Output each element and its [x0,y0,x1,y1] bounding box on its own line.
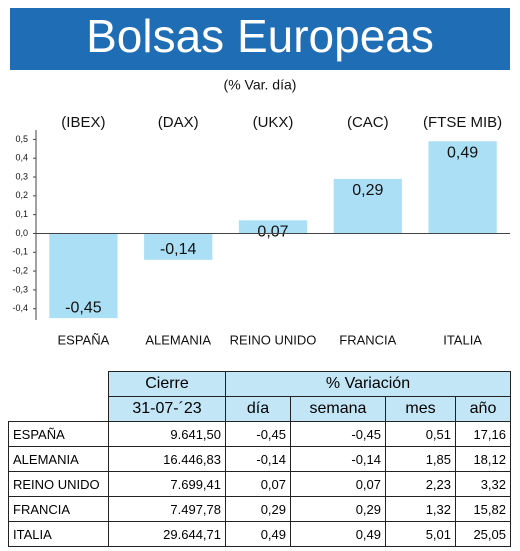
table-cell: mes [385,396,456,422]
bar [49,233,118,319]
table-cell [8,396,109,422]
table-row: 31-07-´23 día semana mes año [8,396,511,422]
y-tick-label: 0,5 [15,134,28,144]
bar [428,141,497,234]
value-label: 0,29 [352,182,383,199]
table-cell [8,371,109,397]
table-cell: 9.641,50 [108,421,226,447]
index-label: (DAX) [158,114,199,131]
table-row: REINO UNIDO 7.699,41 0,07 0,07 2,23 3,32 [8,471,511,497]
table-cell: % Variación [225,371,511,397]
x-tick-label: ITALIA [443,332,482,347]
table-cell: 0,07 [290,471,386,497]
table-cell: día [225,396,291,422]
value-label: 0,49 [447,145,478,162]
table-cell: ALEMANIA [8,446,109,472]
table-row: ALEMANIA 16.446,83 -0,14 -0,14 1,85 18,12 [8,446,511,472]
bar [333,178,402,234]
chart-title: Bolsas Europeas [86,10,434,62]
y-tick-label: 0,3 [15,171,28,181]
table-cell: -0,45 [225,421,291,447]
value-label: -0,14 [160,241,197,258]
x-tick-label: FRANCIA [339,332,396,347]
data-table: Cierre% Variación 31-07-´23 día semana mes añ… [8,371,511,547]
chart: Bolsas Europeas (% Var. día) -0,4 -0,3 -0,… [10,8,510,347]
table-cell: 29.644,71 [108,521,226,547]
index-label: (FTSE MIB) [423,114,502,131]
x-tick-label: REINO UNIDO [230,332,317,347]
index-label: (IBEX) [61,114,105,131]
table-row: ITALIA 29.644,71 0,49 0,49 5,01 25,05 [8,521,511,547]
table-cell: 1,32 [385,496,456,522]
table-cell: ITALIA [8,521,109,547]
y-tick-label: -0,2 [12,265,28,275]
table-cell: 0,49 [225,521,291,547]
table-cell: 3,32 [455,471,511,497]
table-cell: Cierre [108,371,226,397]
table-cell: 17,16 [455,421,511,447]
table-row: Cierre% Variación [8,371,511,397]
y-tick-label: -0,1 [12,247,28,257]
table-row: FRANCIA 7.497,78 0,29 0,29 1,32 15,82 [8,496,511,522]
table-cell: 7.497,78 [108,496,226,522]
table-cell: 1,85 [385,446,456,472]
y-tick-label: 0,1 [15,209,28,219]
table-cell: ESPAÑA [8,421,109,447]
table-cell: año [455,396,511,422]
table-cell: 5,01 [385,521,456,547]
bar [144,233,213,260]
table-cell: 15,82 [455,496,511,522]
y-tick-label: 0,2 [15,190,28,200]
y-tick-label: -0,4 [12,303,28,313]
table-cell: 0,49 [290,521,386,547]
table-cell: 25,05 [455,521,511,547]
table-cell: 0,29 [225,496,291,522]
chart-subtitle: (% Var. día) [224,77,297,93]
table-cell: REINO UNIDO [8,471,109,497]
table-row: ESPAÑA 9.641,50 -0,45 -0,45 0,51 17,16 [8,421,511,447]
table-cell: FRANCIA [8,496,109,522]
y-tick-label: 0,4 [15,153,28,163]
table-cell: -0,14 [225,446,291,472]
y-tick-label: 0,0 [15,228,28,238]
index-label: (CAC) [347,114,389,131]
table-cell: 7.699,41 [108,471,226,497]
table-cell: -0,45 [290,421,386,447]
table-cell: 0,07 [225,471,291,497]
y-tick-label: -0,3 [12,284,28,294]
table-cell: 16.446,83 [108,446,226,472]
table-cell: 2,23 [385,471,456,497]
table-cell: 0,29 [290,496,386,522]
table-cell: -0,14 [290,446,386,472]
table-cell: 18,12 [455,446,511,472]
table-cell: 31-07-´23 [108,396,226,422]
title-banner [10,8,510,70]
table-cell: semana [290,396,386,422]
x-tick-label: ESPAÑA [58,332,110,347]
value-label: -0,45 [65,299,102,316]
index-label: (UKX) [253,114,294,131]
value-label: 0,07 [257,224,288,241]
x-tick-label: ALEMANIA [145,332,211,347]
bar [238,220,308,234]
table-cell: 0,51 [385,421,456,447]
